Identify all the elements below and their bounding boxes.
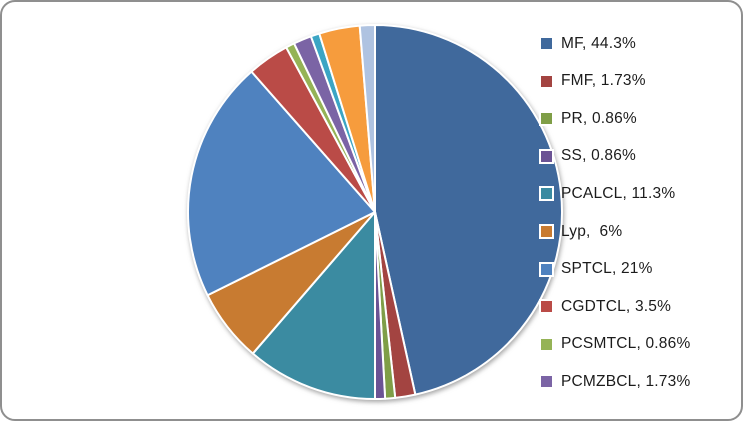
legend-label: FMF, 1.73% bbox=[561, 72, 646, 90]
legend-item: PCMZBCL, 1.73% bbox=[539, 363, 690, 401]
pie-slice-mf bbox=[374, 24, 563, 396]
legend-item: MF, 44.3% bbox=[539, 25, 690, 63]
legend-swatch-icon bbox=[541, 338, 552, 350]
legend-swatch-icon bbox=[541, 113, 552, 125]
pie-slice bbox=[358, 24, 376, 213]
legend-item: Lyp, 6% bbox=[539, 213, 690, 251]
legend-item: PR, 0.86% bbox=[539, 100, 690, 138]
legend-label: SPTCL, 21% bbox=[561, 260, 653, 278]
legend-label: Lyp, 6% bbox=[561, 222, 623, 240]
legend-item: CGDTCL, 3.5% bbox=[539, 288, 690, 326]
legend-swatch-icon bbox=[541, 38, 552, 50]
legend-swatch-icon bbox=[541, 150, 552, 162]
legend-label: PCSMTCL, 0.86% bbox=[561, 335, 691, 353]
legend-swatch-icon bbox=[541, 226, 552, 237]
legend-item: FMF, 1.73% bbox=[539, 63, 690, 101]
legend-item: PCSMTCL, 0.86% bbox=[539, 325, 690, 363]
legend-swatch-icon bbox=[541, 75, 552, 87]
legend-label: PCMZBCL, 1.73% bbox=[561, 372, 691, 390]
legend-label: SS, 0.86% bbox=[561, 147, 637, 165]
legend-swatch-icon bbox=[541, 376, 552, 388]
legend: MF, 44.3% FMF, 1.73% PR, 0.86% SS, 0.86%… bbox=[539, 25, 690, 400]
legend-item: SPTCL, 21% bbox=[539, 250, 690, 288]
pie-slice-pcalcl bbox=[251, 211, 376, 400]
legend-label: MF, 44.3% bbox=[561, 34, 637, 52]
pie-slice-sptcl bbox=[187, 70, 376, 297]
legend-label: CGDTCL, 3.5% bbox=[561, 297, 672, 315]
legend-label: PCALCL, 11.3% bbox=[561, 184, 676, 202]
legend-swatch-icon bbox=[541, 301, 552, 313]
legend-swatch-icon bbox=[541, 263, 552, 275]
legend-swatch-icon bbox=[541, 188, 552, 200]
legend-label: PR, 0.86% bbox=[561, 109, 637, 127]
legend-item: SS, 0.86% bbox=[539, 138, 690, 176]
legend-item: PCALCL, 11.3% bbox=[539, 175, 690, 213]
